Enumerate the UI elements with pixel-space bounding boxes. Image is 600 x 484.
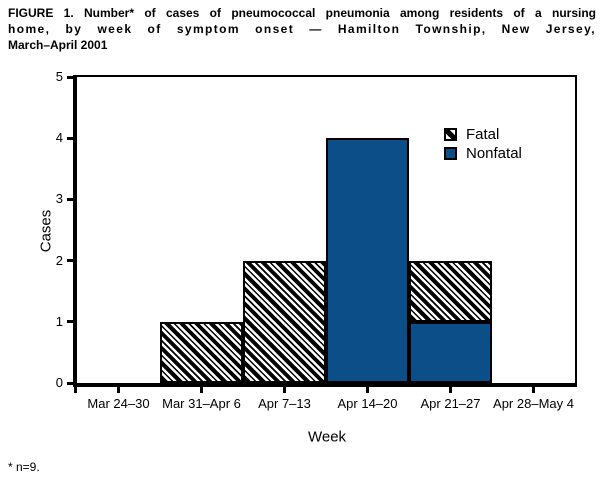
y-axis-tick xyxy=(67,259,73,263)
y-tick-label: 3 xyxy=(55,191,63,207)
y-axis-tick xyxy=(67,381,73,385)
bar-segment-fatal xyxy=(160,321,243,383)
figure-title-line2: home, by week of symptom onset — Hamilto… xyxy=(8,22,596,36)
legend-label: Nonfatal xyxy=(466,145,522,162)
y-tick-label: 2 xyxy=(55,252,63,268)
x-axis-corner-tick xyxy=(73,387,77,393)
y-axis-title: Cases xyxy=(37,209,55,253)
y-tick-label: 5 xyxy=(55,69,63,84)
y-axis-tick xyxy=(67,75,73,79)
legend-swatch-hatch-icon xyxy=(444,128,457,141)
y-axis-tick xyxy=(67,136,73,140)
x-tick-label: Mar 31–Apr 6 xyxy=(162,396,241,411)
legend-item-fatal: Fatal xyxy=(444,126,522,143)
figure-title-line1: FIGURE 1. Number* of cases of pneumococc… xyxy=(8,6,596,20)
legend: Fatal Nonfatal xyxy=(444,126,522,166)
x-axis-tick xyxy=(366,387,369,393)
x-axis-tick xyxy=(117,387,120,393)
x-tick-label: Apr 14–20 xyxy=(337,396,398,411)
y-tick-label: 4 xyxy=(55,130,63,146)
x-tick-label: Apr 28–May 4 xyxy=(493,396,574,411)
legend-item-nonfatal: Nonfatal xyxy=(444,145,522,162)
bar-segment-fatal xyxy=(409,260,492,322)
figure-title-line3: March–April 2001 xyxy=(8,38,108,52)
footnote: * n=9. xyxy=(8,460,40,474)
bar-segment-fatal xyxy=(243,260,326,383)
y-axis-tick xyxy=(67,197,73,201)
x-tick-label: Mar 24–30 xyxy=(87,396,150,411)
legend-label: Fatal xyxy=(466,126,500,143)
legend-swatch-solid-icon xyxy=(444,147,457,160)
x-tick-label: Apr 21–27 xyxy=(420,396,481,411)
x-axis-tick xyxy=(449,387,452,393)
figure-title: FIGURE 1. Number* of cases of pneumococc… xyxy=(8,5,596,53)
x-tick-label: Apr 7–13 xyxy=(258,396,311,411)
bar-segment-nonfatal xyxy=(409,321,492,383)
x-axis-tick xyxy=(283,387,286,393)
y-axis-tick xyxy=(67,320,73,324)
x-axis-tick xyxy=(532,387,535,393)
x-axis-title: Week xyxy=(307,428,347,446)
y-tick-label: 1 xyxy=(55,313,63,329)
bar-segment-nonfatal xyxy=(326,138,409,383)
y-tick-label: 0 xyxy=(55,375,63,390)
x-axis-tick xyxy=(200,387,203,393)
